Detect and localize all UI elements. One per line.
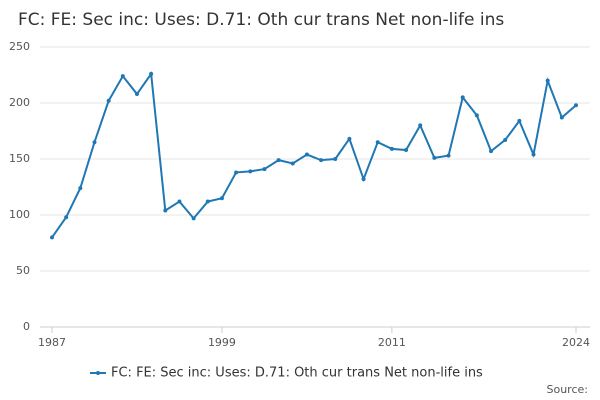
point bbox=[545, 78, 550, 83]
point bbox=[290, 161, 295, 166]
y-tick-label: 200 bbox=[9, 96, 30, 109]
point bbox=[559, 115, 564, 120]
point bbox=[418, 123, 423, 128]
point bbox=[446, 153, 451, 158]
point bbox=[191, 216, 196, 221]
point bbox=[375, 140, 380, 145]
y-tick-label: 150 bbox=[9, 152, 30, 165]
legend-label: FC: FE: Sec inc: Uses: D.71: Oth cur tra… bbox=[111, 366, 483, 381]
point bbox=[64, 215, 69, 220]
legend-swatch-dot bbox=[96, 371, 100, 375]
x-tick-label: 2024 bbox=[562, 336, 590, 349]
y-tick-label: 0 bbox=[23, 320, 30, 333]
point bbox=[361, 177, 366, 182]
point bbox=[347, 136, 352, 141]
point bbox=[389, 146, 394, 151]
point bbox=[503, 137, 508, 142]
x-tick-label: 2011 bbox=[378, 336, 406, 349]
point bbox=[234, 170, 239, 175]
point bbox=[248, 169, 253, 174]
point bbox=[304, 152, 309, 157]
point bbox=[474, 113, 479, 118]
y-tick-label: 250 bbox=[9, 40, 30, 53]
point bbox=[574, 103, 578, 108]
point bbox=[460, 95, 465, 100]
point bbox=[134, 92, 139, 97]
point bbox=[106, 98, 111, 103]
point bbox=[219, 196, 224, 201]
point bbox=[489, 149, 494, 154]
y-tick-label: 50 bbox=[16, 264, 30, 277]
point bbox=[205, 199, 210, 204]
line bbox=[51, 71, 577, 238]
point bbox=[120, 74, 125, 79]
point bbox=[319, 158, 324, 163]
y-tick-label: 100 bbox=[9, 208, 30, 221]
point bbox=[262, 167, 267, 172]
point bbox=[50, 235, 54, 240]
x-tick-label: 1999 bbox=[208, 336, 236, 349]
point bbox=[531, 152, 536, 157]
point bbox=[78, 186, 83, 191]
point bbox=[149, 71, 154, 76]
point bbox=[163, 208, 168, 213]
point bbox=[177, 199, 182, 204]
point bbox=[333, 157, 338, 161]
source: Source: bbox=[547, 383, 589, 396]
point bbox=[517, 118, 522, 123]
point bbox=[276, 158, 281, 163]
x-tick-label: 1987 bbox=[38, 336, 66, 349]
point bbox=[404, 148, 409, 153]
chart-title: FC: FE: Sec inc: Uses: D.71: Oth cur tra… bbox=[18, 10, 504, 30]
point bbox=[432, 155, 437, 160]
point bbox=[92, 140, 97, 145]
